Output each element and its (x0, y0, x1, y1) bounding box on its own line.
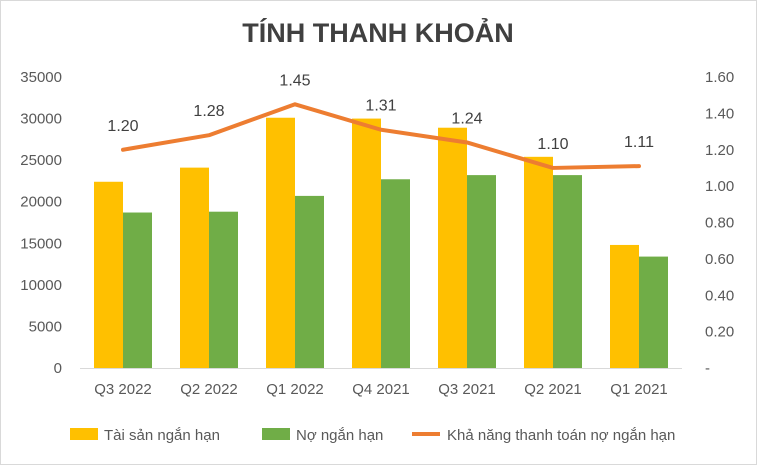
legend-swatch (70, 428, 98, 440)
legend-swatch (262, 428, 290, 440)
y-left-tick-label: 0 (54, 360, 62, 377)
line-kha-nang-thanh-toan (121, 102, 641, 170)
bar-tai-san-ngan-han (266, 117, 295, 369)
legend-label: Nợ ngắn hạn (296, 427, 383, 444)
y-right-tick-label: 1.40 (705, 105, 734, 122)
bar-tai-san-ngan-han (94, 181, 123, 368)
y-left-tick-label: 10000 (20, 277, 62, 294)
legend-label: Tài sản ngắn hạn (104, 427, 220, 444)
bars-layer (94, 117, 668, 369)
legend: Tài sản ngắn hạn Nợ ngắn hạn Khả năng than… (70, 427, 675, 444)
x-tick-label: Q1 2022 (266, 381, 324, 398)
x-tick-label: Q3 2022 (94, 381, 152, 398)
y-right-tick-label: 1.00 (705, 178, 734, 195)
legend-label: Khả năng thanh toán nợ ngắn hạn (447, 427, 675, 444)
data-label: 1.24 (451, 110, 482, 127)
bar-no-ngan-han (639, 256, 668, 368)
bar-no-ngan-han (553, 175, 582, 368)
y-right-tick-label: - (705, 360, 710, 377)
bar-tai-san-ngan-han (438, 127, 467, 369)
data-label: 1.28 (193, 103, 224, 120)
bar-no-ngan-han (295, 195, 324, 368)
line-layer: 1.20 1.28 1.45 1.31 1.24 1.10 1.11 (107, 72, 654, 170)
data-label: 1.11 (624, 134, 654, 151)
y-left-tick-label: 20000 (20, 194, 62, 211)
bar-tai-san-ngan-han (610, 244, 639, 368)
bar-no-ngan-han (123, 212, 152, 368)
y-right-tick-label: 1.20 (705, 142, 734, 159)
y-right-tick-label: 0.40 (705, 287, 734, 304)
y-left-tick-label: 30000 (20, 111, 62, 128)
data-label: 1.10 (537, 136, 568, 153)
data-label: 1.20 (107, 118, 138, 135)
bar-tai-san-ngan-han (524, 156, 553, 368)
bar-no-ngan-han (467, 175, 496, 368)
data-label: 1.45 (279, 72, 310, 89)
ticks-layer: 0 5000 10000 15000 20000 25000 30000 35000 - 0.20… (20, 69, 734, 398)
y-right-tick-label: 0.60 (705, 251, 734, 268)
bar-no-ngan-han (209, 211, 238, 368)
y-left-tick-label: 25000 (20, 152, 62, 169)
chart-title: TÍNH THANH KHOẢN (242, 16, 513, 48)
bar-tai-san-ngan-han (352, 118, 381, 368)
data-label: 1.31 (365, 98, 396, 115)
y-left-tick-label: 5000 (29, 318, 62, 335)
y-right-tick-label: 0.20 (705, 324, 734, 341)
bar-no-ngan-han (381, 179, 410, 368)
y-right-tick-label: 1.60 (705, 69, 734, 86)
x-tick-label: Q3 2021 (438, 381, 496, 398)
x-tick-label: Q2 2021 (524, 381, 582, 398)
bar-tai-san-ngan-han (180, 167, 209, 368)
y-left-tick-label: 15000 (20, 235, 62, 252)
x-tick-label: Q2 2022 (180, 381, 238, 398)
x-tick-label: Q1 2021 (610, 381, 668, 398)
x-tick-label: Q4 2021 (352, 381, 410, 398)
y-right-tick-label: 0.80 (705, 215, 734, 232)
y-left-tick-label: 35000 (20, 69, 62, 86)
